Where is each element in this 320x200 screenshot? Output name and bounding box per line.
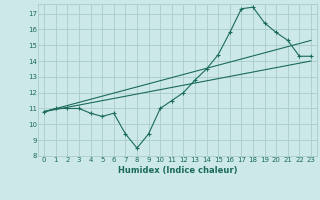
- X-axis label: Humidex (Indice chaleur): Humidex (Indice chaleur): [118, 166, 237, 175]
